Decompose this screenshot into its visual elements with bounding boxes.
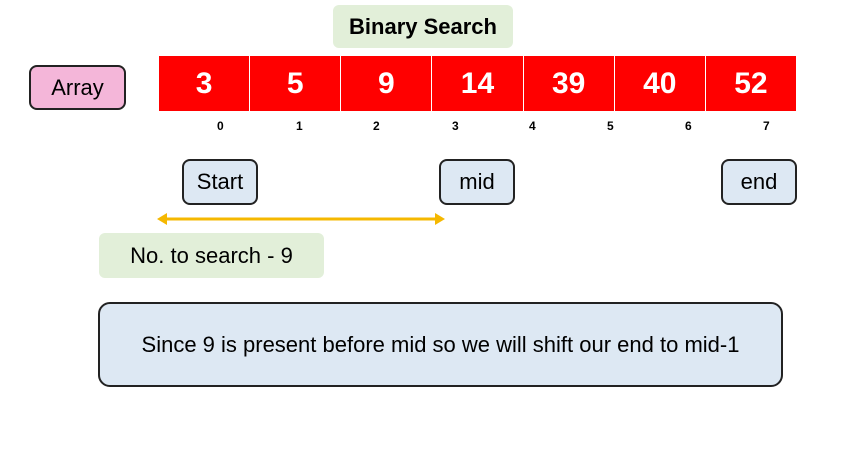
- search-range-arrow: [157, 213, 445, 225]
- array-index-5: 5: [607, 119, 614, 133]
- end-pointer-label: end: [721, 159, 797, 205]
- search-range-arrow-head-right: [435, 213, 445, 225]
- array-index-3: 3: [452, 119, 459, 133]
- array-cell-2: 9: [341, 56, 433, 111]
- array-index-6: 6: [685, 119, 692, 133]
- array-index-4: 4: [529, 119, 536, 133]
- start-pointer-label: Start: [182, 159, 258, 205]
- search-range-arrow-head-left: [157, 213, 167, 225]
- search-target-label: No. to search - 9: [99, 233, 324, 278]
- array-cell-5: 40: [615, 56, 706, 111]
- diagram-title: Binary Search: [333, 5, 513, 48]
- array-cell-3: 14: [432, 56, 524, 111]
- explanation-note: Since 9 is present before mid so we will…: [98, 302, 783, 387]
- array-cell-0: 3: [159, 56, 251, 111]
- array-cell-6: 52: [734, 66, 768, 100]
- array-index-1: 1: [296, 119, 303, 133]
- array-cell-1: 5: [250, 56, 342, 111]
- mid-pointer-label: mid: [439, 159, 515, 205]
- array-index-2: 2: [373, 119, 380, 133]
- array-index-7: 7: [763, 119, 770, 133]
- array-index-0: 0: [217, 119, 224, 133]
- array-row: 3 5 9 14 39 40 52: [159, 56, 796, 111]
- array-label: Array: [29, 65, 126, 110]
- array-cell-4: 39: [524, 56, 615, 111]
